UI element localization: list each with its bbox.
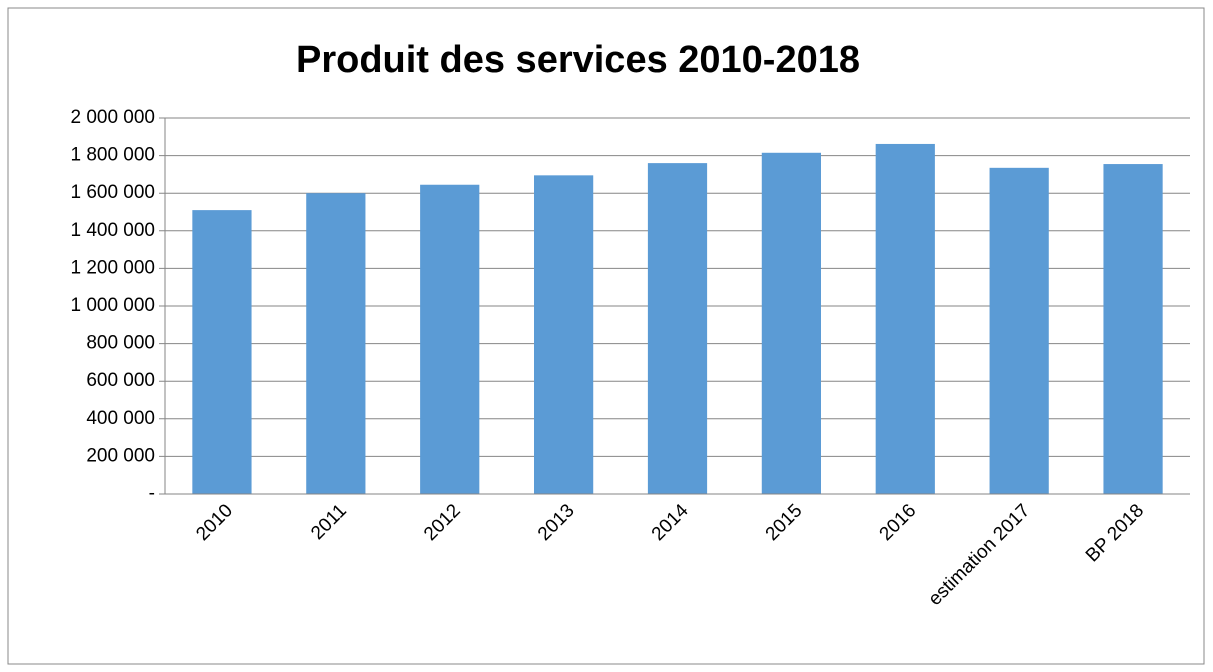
y-tick-label: 1 400 000	[70, 220, 155, 241]
bar	[192, 210, 252, 494]
bar	[420, 184, 480, 495]
bar	[989, 167, 1049, 494]
bar	[306, 193, 366, 494]
y-tick-label: -	[149, 483, 155, 504]
y-tick-label: 1 600 000	[70, 182, 155, 203]
y-tick-label: 2 000 000	[70, 107, 155, 128]
y-tick-label: 1 800 000	[70, 145, 155, 166]
y-tick-label: 200 000	[86, 445, 155, 466]
y-tick-label: 400 000	[86, 408, 155, 429]
y-tick-label: 1 200 000	[70, 257, 155, 278]
bar	[875, 143, 935, 494]
bar	[1103, 164, 1163, 494]
bar	[761, 152, 821, 494]
y-tick-label: 800 000	[86, 333, 155, 354]
bar	[534, 175, 594, 494]
y-tick-label: 1 000 000	[70, 295, 155, 316]
bar	[647, 163, 708, 494]
y-tick-label: 600 000	[86, 370, 155, 391]
chart-title: Produit des services 2010-2018	[296, 39, 860, 81]
